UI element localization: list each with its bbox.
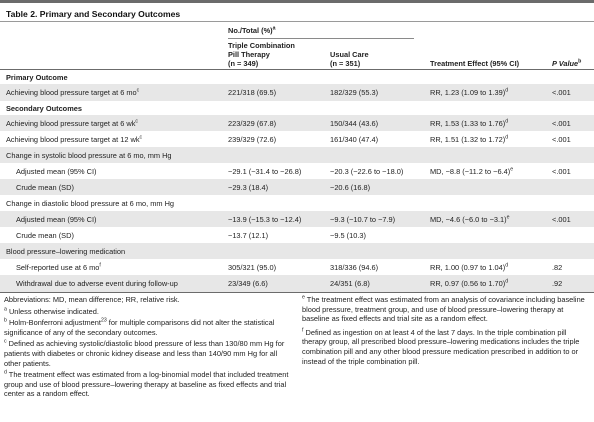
table-row: Adjusted mean (95% CI) −13.9 (−15.3 to −… xyxy=(0,211,594,227)
subsection-diastolic: Change in diastolic blood pressure at 6 … xyxy=(6,199,175,208)
table-row: Crude mean (SD) −13.7 (12.1) −9.5 (10.3) xyxy=(16,231,366,240)
footnote-c: c Defined as achieving systolic/diastoli… xyxy=(4,338,285,368)
table-header: No./Total (%)a Triple Combination Pill T… xyxy=(0,22,594,70)
footnote-e: e The treatment effect was estimated fro… xyxy=(302,294,585,324)
header-bottom-rule xyxy=(0,69,594,70)
footnote-f: f Defined as ingestion on at least 4 of … xyxy=(302,327,580,366)
footnote-a: a Unless otherwise indicated. xyxy=(4,306,99,316)
section-secondary: Secondary Outcomes xyxy=(6,104,82,113)
subsection-lowering-medication: Blood pressure–lowering medication xyxy=(0,243,594,259)
table-row: Achieving blood pressure target at 6 moc… xyxy=(0,84,594,101)
table-row: Self-reported use at 6 mof 305/321 (95.0… xyxy=(16,262,563,272)
header-no-total: No./Total (%)a xyxy=(228,25,276,35)
footnotes-right: e The treatment effect was estimated fro… xyxy=(302,295,590,366)
table-row: Crude mean (SD) −29.3 (18.4) −20.6 (16.8… xyxy=(0,179,594,195)
header-p-value: P Valueb xyxy=(552,58,582,68)
footnote-abbrev: Abbreviations: MD, mean difference; RR, … xyxy=(4,295,180,304)
table-row: Achieving blood pressure target at 6 wkc… xyxy=(0,115,594,131)
subsection-systolic: Change in systolic blood pressure at 6 m… xyxy=(0,147,594,163)
table-row: Achieving blood pressure target at 12 wk… xyxy=(6,134,571,144)
header-group-rule xyxy=(228,38,414,39)
section-primary: Primary Outcome xyxy=(6,73,68,82)
header-group2: Usual Care (n = 351) xyxy=(330,50,369,68)
header-group1: Triple Combination Pill Therapy (n = 349… xyxy=(228,41,295,68)
table-title: Table 2. Primary and Secondary Outcomes xyxy=(6,9,181,19)
footnotes-left: Abbreviations: MD, mean difference; RR, … xyxy=(4,295,296,399)
table-row: Withdrawal due to adverse event during f… xyxy=(0,275,594,292)
table-bottom-rule xyxy=(0,292,594,293)
table-row: Adjusted mean (95% CI) −29.1 (−31.4 to −… xyxy=(16,166,571,176)
header-treatment-effect: Treatment Effect (95% CI) xyxy=(430,59,520,68)
title-bar: Table 2. Primary and Secondary Outcomes xyxy=(0,0,594,22)
footnote-d: d The treatment effect was estimated fro… xyxy=(4,369,289,399)
footnote-b: b Holm-Bonferroni adjustment23 for multi… xyxy=(4,317,275,337)
